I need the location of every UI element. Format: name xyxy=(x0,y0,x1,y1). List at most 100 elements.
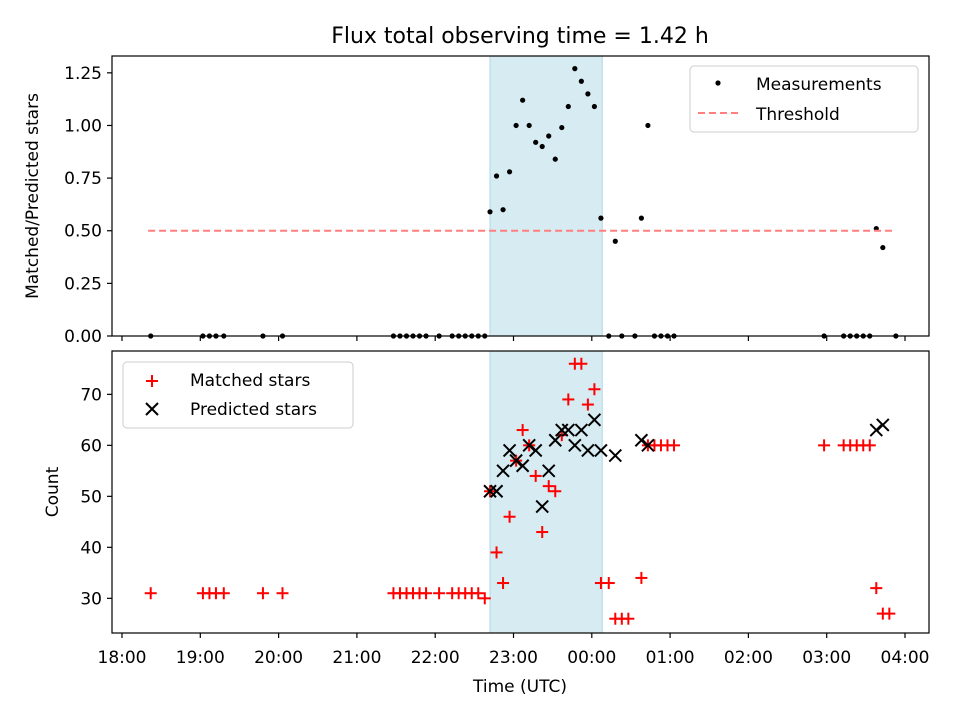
x-tick-label: 02:00 xyxy=(724,648,773,668)
measurement-point xyxy=(552,156,558,162)
measurement-point xyxy=(591,103,598,110)
measurement-point xyxy=(880,244,886,251)
measurement-point xyxy=(520,97,526,103)
matched-stars-point xyxy=(668,439,681,452)
predicted-stars-point xyxy=(542,464,556,478)
measurement-point xyxy=(526,122,532,129)
y-tick-label: 1.00 xyxy=(64,116,102,136)
matched-stars-point xyxy=(588,383,601,396)
measurement-point xyxy=(500,207,506,213)
matched-stars-point xyxy=(503,510,516,523)
x-axis-label: Time (UTC) xyxy=(472,677,567,697)
predicted-stars-point xyxy=(876,418,890,432)
predicted-stars-point xyxy=(641,438,655,453)
matched-stars-point xyxy=(536,526,549,539)
predicted-stars-point xyxy=(555,423,569,437)
matched-stars-point xyxy=(217,587,230,600)
predicted-stars-point xyxy=(509,453,523,468)
matched-stars-point xyxy=(144,587,157,600)
matched-stars-point xyxy=(516,424,529,437)
legend-label-measurements: Measurements xyxy=(756,75,882,95)
predicted-stars-point xyxy=(502,443,517,458)
top-axes-frame xyxy=(111,55,930,337)
matched-stars-point xyxy=(863,439,876,452)
predicted-stars-point xyxy=(561,423,576,437)
measurement-point xyxy=(487,209,493,215)
predicted-stars-point xyxy=(869,423,883,437)
legend-label-matched: Matched stars xyxy=(190,371,310,391)
matched-stars-point xyxy=(276,587,289,600)
predicted-stars-point xyxy=(489,484,504,498)
matched-stars-point xyxy=(490,546,503,559)
measurement-point xyxy=(612,238,618,244)
matched-stars-point xyxy=(472,587,485,600)
measurement-point xyxy=(572,66,578,72)
matched-stars-point xyxy=(478,592,491,605)
legend-box xyxy=(689,65,919,133)
measurement-point xyxy=(598,215,604,221)
predicted-stars-point xyxy=(548,433,562,447)
y-tick-label: 0.25 xyxy=(64,274,102,294)
legend-label-predicted: Predicted stars xyxy=(190,400,317,420)
measurement-point xyxy=(513,122,519,129)
predicted-stars-point xyxy=(535,499,549,514)
x-tick-label: 21:00 xyxy=(332,648,381,668)
predicted-stars-point xyxy=(515,459,530,473)
matched-stars-point xyxy=(622,612,635,625)
matched-stars-point xyxy=(420,587,433,600)
measurement-point xyxy=(585,91,591,97)
y-tick-label: 50 xyxy=(80,487,102,507)
legend-x-marker xyxy=(145,402,159,416)
top-title: Flux total observing time = 1.42 h xyxy=(331,24,709,49)
measurement-point xyxy=(578,78,584,84)
y-tick-label: 40 xyxy=(80,538,102,558)
measurement-point xyxy=(559,124,565,131)
matched-stars-point xyxy=(497,577,510,590)
measurement-point xyxy=(546,133,552,139)
matched-stars-point xyxy=(549,485,562,498)
x-tick-label: 23:00 xyxy=(489,648,538,668)
y-tick-label: 1.25 xyxy=(64,64,102,84)
matched-stars-point xyxy=(575,357,588,370)
predicted-stars-point xyxy=(496,464,510,478)
shaded-span xyxy=(489,350,603,634)
top-legend: Measurements Threshold xyxy=(689,65,919,133)
matched-stars-point xyxy=(870,582,883,595)
predicted-stars-point xyxy=(574,423,589,437)
legend-box xyxy=(122,361,354,429)
predicted-stars-point xyxy=(528,443,543,458)
x-tick-label: 22:00 xyxy=(411,648,460,668)
matched-stars-point xyxy=(542,480,555,493)
predicted-stars-point xyxy=(522,438,536,453)
matched-stars-point xyxy=(581,398,594,411)
matched-stars-point xyxy=(602,577,615,590)
measurement-point xyxy=(539,143,545,150)
top-panel: Flux total observing time = 1.42 h 0.00 0… xyxy=(23,24,930,347)
measurement-point xyxy=(638,215,644,221)
matched-stars-point xyxy=(635,571,648,584)
matched-stars-point xyxy=(433,587,446,600)
bottom-y-axis-label: Count xyxy=(43,466,63,517)
legend-dot-marker xyxy=(715,80,721,86)
predicted-stars-point xyxy=(587,413,602,427)
x-tick-label: 18:00 xyxy=(98,648,147,668)
predicted-stars-point xyxy=(581,443,595,458)
y-tick-label: 60 xyxy=(80,436,102,456)
y-tick-label: 0.50 xyxy=(64,222,102,242)
measurement-point xyxy=(565,103,571,110)
x-tick-label: 00:00 xyxy=(567,648,616,668)
matched-stars-point xyxy=(883,607,896,620)
measurement-point xyxy=(533,139,539,145)
x-tick-label: 01:00 xyxy=(646,648,695,668)
measurement-point xyxy=(506,169,513,175)
predicted-stars-point xyxy=(608,448,622,463)
matched-stars-point xyxy=(562,393,575,406)
shaded-span xyxy=(489,55,603,337)
legend-label-threshold: Threshold xyxy=(755,105,840,125)
predicted-stars-point xyxy=(594,443,608,458)
bottom-legend: Matched stars Predicted stars xyxy=(122,361,354,429)
y-tick-label: 30 xyxy=(80,589,102,609)
y-tick-label: 70 xyxy=(80,385,102,405)
predicted-stars-point xyxy=(568,438,582,453)
